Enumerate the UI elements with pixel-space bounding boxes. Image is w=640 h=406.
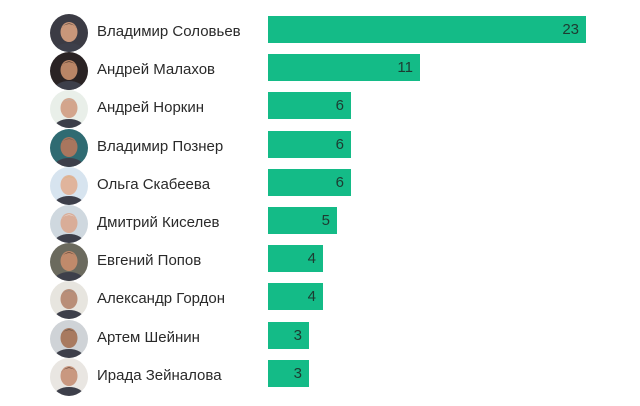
chart-row: Александр Гордон 4 [0,281,640,319]
person-name-label: Ольга Скабеева [97,176,211,193]
person-name-label: Владимир Соловьев [97,23,241,40]
value-bar: 6 [268,131,351,158]
value-bar: 3 [268,360,309,387]
person-avatar-icon [50,243,88,281]
person-name-label: Владимир Познер [97,138,224,155]
person-avatar-icon [50,320,88,358]
chart-row: Артем Шейнин 3 [0,320,640,358]
bar-value-label: 6 [335,136,344,153]
person-name-label: Дмитрий Киселев [97,214,220,231]
person-name-label: Андрей Малахов [97,61,216,78]
person-avatar-icon [50,129,88,167]
person-name-label: Евгений Попов [97,252,202,269]
bar-value-label: 3 [293,327,302,344]
value-bar: 3 [268,322,309,349]
chart-row: Андрей Норкин 6 [0,90,640,128]
value-bar: 11 [268,54,420,81]
bar-value-label: 3 [293,365,302,382]
value-bar: 6 [268,169,351,196]
chart-row: Владимир Соловьев 23 [0,14,640,52]
person-avatar-icon [50,14,88,52]
person-avatar-icon [50,167,88,205]
chart-row: Евгений Попов 4 [0,243,640,281]
bar-value-label: 23 [562,21,579,38]
person-name-label: Андрей Норкин [97,99,205,116]
chart-row: Ирада Зейналова 3 [0,358,640,396]
value-bar: 4 [268,283,323,310]
person-name-label: Артем Шейнин [97,329,200,346]
value-bar: 5 [268,207,337,234]
person-avatar-icon [50,52,88,90]
chart-row: Андрей Малахов 11 [0,52,640,90]
bar-value-label: 6 [335,174,344,191]
bar-value-label: 6 [335,97,344,114]
bar-value-label: 11 [397,59,413,76]
bar-value-label: 4 [307,288,316,305]
person-avatar-icon [50,205,88,243]
bar-value-label: 5 [321,212,330,229]
person-avatar-icon [50,281,88,319]
chart-row: Владимир Познер 6 [0,129,640,167]
person-name-label: Ирада Зейналова [97,367,222,384]
value-bar: 6 [268,92,351,119]
person-avatar-icon [50,90,88,128]
chart-row: Дмитрий Киселев 5 [0,205,640,243]
chart-row: Ольга Скабеева 6 [0,167,640,205]
person-name-label: Александр Гордон [97,290,226,307]
value-bar: 23 [268,16,586,43]
person-avatar-icon [50,358,88,396]
value-bar: 4 [268,245,323,272]
bar-value-label: 4 [307,250,316,267]
